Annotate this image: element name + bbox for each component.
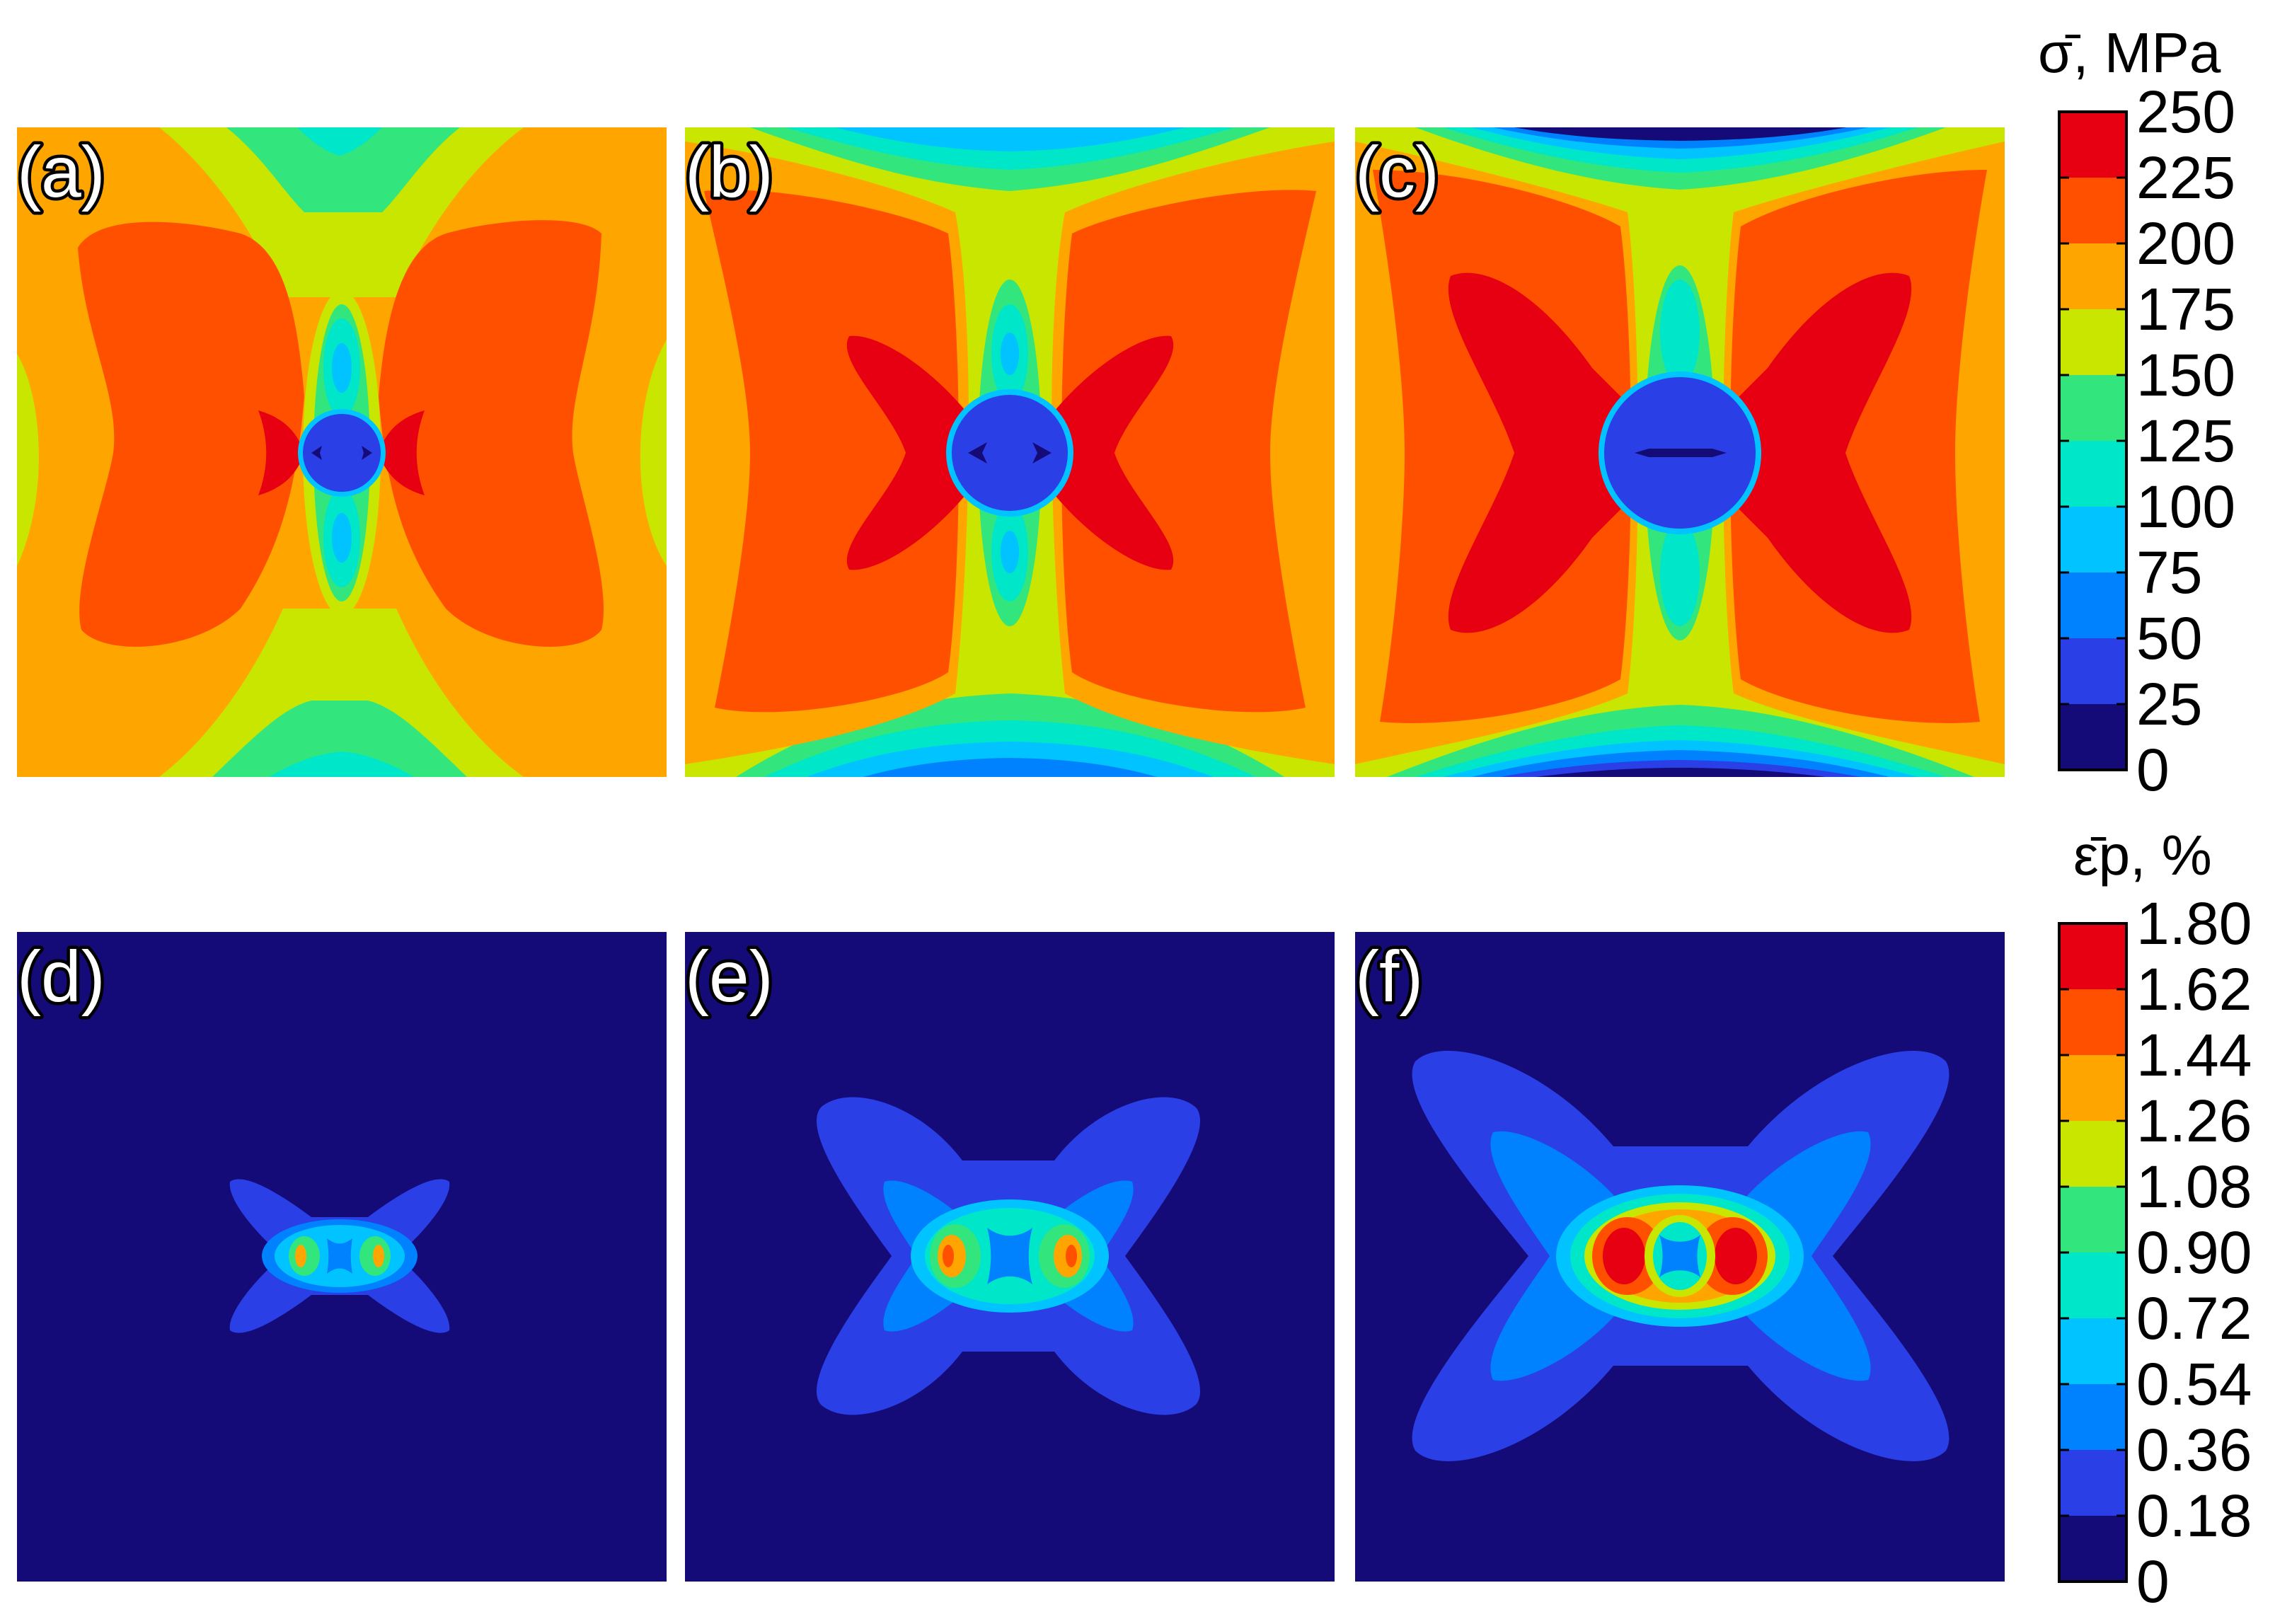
strain-colorbar-tick-label: 0.18 bbox=[2136, 1482, 2252, 1549]
strain-colorbar-tick-label: 0.90 bbox=[2136, 1219, 2252, 1286]
strain-colorbar-tick-label: 0 bbox=[2136, 1548, 2170, 1615]
strain-contour-e bbox=[685, 932, 1335, 1582]
strain-colorbar-tick-label: 1.44 bbox=[2136, 1022, 2252, 1088]
stress-colorbar-tick-label: 150 bbox=[2136, 342, 2235, 408]
strain-colorbar-swatch bbox=[2059, 1318, 2126, 1385]
panel-label-a: (a) bbox=[17, 132, 105, 212]
strain-colorbar-swatch bbox=[2059, 1187, 2126, 1253]
stress-colorbar-tick-label: 175 bbox=[2136, 276, 2235, 342]
stress-colorbar-swatches bbox=[2059, 112, 2126, 771]
strain-colorbar-tick-label: 0.72 bbox=[2136, 1285, 2252, 1352]
stress-colorbar-tick-label: 250 bbox=[2136, 79, 2235, 145]
panel-label-b: (b) bbox=[685, 132, 773, 212]
strain-colorbar-swatch bbox=[2059, 1516, 2126, 1582]
stress-colorbar-tick-label: 225 bbox=[2136, 144, 2235, 211]
strain-colorbar-swatch bbox=[2059, 1450, 2126, 1516]
strain-colorbar: ε̄p, % 1.801.621.441.261.080.900.720.540… bbox=[2058, 824, 2252, 1615]
stress-colorbar-swatch bbox=[2059, 243, 2126, 310]
strain-contour-f bbox=[1355, 932, 2005, 1582]
panel-label-f: (f) bbox=[1355, 936, 1423, 1017]
stress-colorbar-swatch bbox=[2059, 309, 2126, 376]
stress-colorbar-swatch bbox=[2059, 507, 2126, 573]
strain-colorbar-tick-label: 0.54 bbox=[2136, 1351, 2252, 1417]
strain-colorbar-swatches bbox=[2059, 923, 2126, 1582]
strain-colorbar-swatch bbox=[2059, 1384, 2126, 1451]
panel-label-e: (e) bbox=[685, 936, 773, 1017]
stress-colorbar-swatch bbox=[2059, 178, 2126, 244]
strain-colorbar-tick-label: 1.62 bbox=[2136, 956, 2252, 1023]
strain-colorbar-tick-label: 0.36 bbox=[2136, 1417, 2252, 1483]
stress-colorbar-swatch bbox=[2059, 704, 2126, 771]
stress-colorbar-tick-label: 75 bbox=[2136, 539, 2202, 606]
stress-contour-c bbox=[1355, 127, 2005, 777]
stress-contour-b bbox=[685, 127, 1335, 777]
stress-colorbar-swatch bbox=[2059, 375, 2126, 442]
strain-colorbar-swatch bbox=[2059, 989, 2126, 1056]
strain-colorbar-swatch bbox=[2059, 1121, 2126, 1187]
stress-colorbar-swatch bbox=[2059, 572, 2126, 639]
strain-colorbar-swatch bbox=[2059, 1252, 2126, 1319]
strain-contour-d bbox=[17, 932, 667, 1582]
stress-colorbar-swatch bbox=[2059, 638, 2126, 705]
strain-colorbar-tick-label: 1.80 bbox=[2136, 890, 2252, 957]
panel-label-d: (d) bbox=[17, 936, 105, 1017]
strain-colorbar-swatch bbox=[2059, 923, 2126, 990]
strain-colorbar-tick-label: 1.26 bbox=[2136, 1088, 2252, 1154]
stress-colorbar-tick-label: 50 bbox=[2136, 605, 2202, 672]
stress-colorbar-title: σ̄, MPa bbox=[2038, 21, 2221, 84]
stress-colorbar-tick-label: 0 bbox=[2136, 737, 2170, 803]
strain-colorbar-ticks: 1.801.621.441.261.080.900.720.540.360.18… bbox=[2059, 890, 2252, 1615]
strain-colorbar-swatch bbox=[2059, 1055, 2126, 1122]
strain-colorbar-tick-label: 1.08 bbox=[2136, 1153, 2252, 1220]
stress-colorbar-tick-label: 125 bbox=[2136, 408, 2235, 474]
stress-colorbar-tick-label: 25 bbox=[2136, 671, 2202, 737]
strain-colorbar-title: ε̄p, % bbox=[2073, 824, 2212, 887]
stress-colorbar-tick-label: 100 bbox=[2136, 473, 2235, 540]
stress-colorbar-tick-label: 200 bbox=[2136, 210, 2235, 277]
stress-contour-a bbox=[17, 127, 667, 777]
stress-colorbar-swatch bbox=[2059, 112, 2126, 178]
panel-label-c: (c) bbox=[1355, 132, 1439, 212]
stress-colorbar-swatch bbox=[2059, 441, 2126, 507]
